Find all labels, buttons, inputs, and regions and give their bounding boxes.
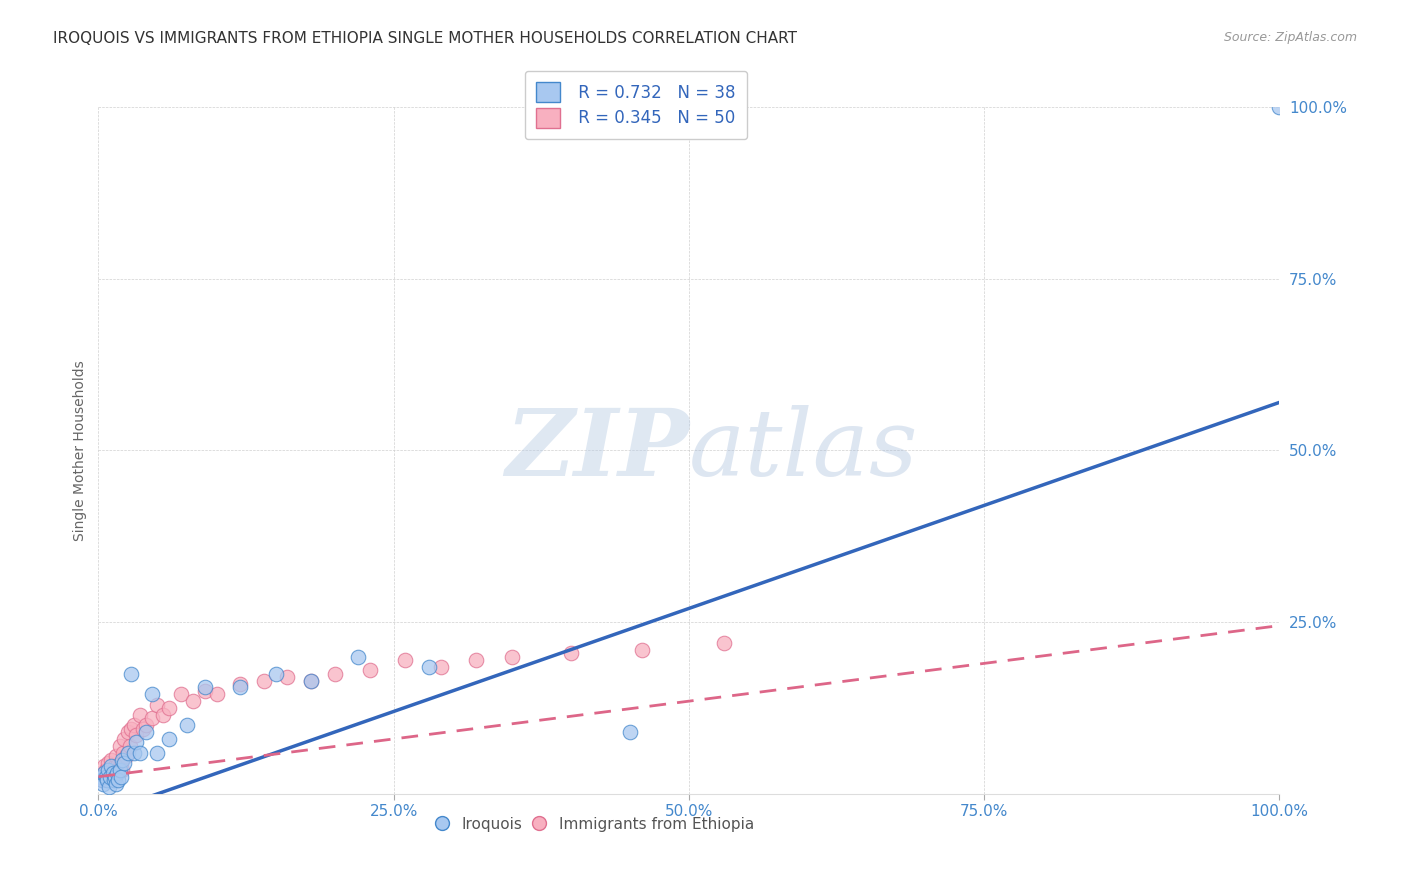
Point [146, 698, 169, 712]
Point [465, 653, 488, 667]
Point [141, 687, 163, 701]
Y-axis label: Single Mother Households: Single Mother Households [73, 360, 87, 541]
Point [276, 670, 298, 684]
Point [107, 773, 129, 788]
Point [91, 770, 114, 784]
Point [104, 759, 127, 773]
Point [152, 707, 174, 722]
Point [125, 729, 148, 743]
Point [105, 776, 128, 790]
Point [170, 687, 193, 701]
Point [229, 677, 252, 691]
Point [108, 739, 131, 753]
Point [264, 666, 287, 681]
Point [93, 766, 115, 780]
Point [110, 756, 132, 770]
Point [430, 660, 453, 674]
Point [125, 735, 148, 749]
Point [91, 773, 114, 788]
Point [105, 766, 128, 780]
Text: Source: ZipAtlas.com: Source: ZipAtlas.com [1223, 31, 1357, 45]
Point [347, 649, 370, 664]
Point [359, 663, 381, 677]
Point [98, 766, 121, 780]
Point [98, 770, 121, 784]
Point [713, 636, 735, 650]
Point [181, 694, 204, 708]
Point [101, 766, 124, 780]
Point [619, 725, 641, 739]
Legend: Iroquois, Immigrants from Ethiopia: Iroquois, Immigrants from Ethiopia [429, 811, 761, 838]
Point [176, 718, 198, 732]
Point [128, 707, 150, 722]
Point [117, 746, 139, 760]
Point [98, 770, 121, 784]
Point [323, 666, 346, 681]
Point [111, 753, 134, 767]
Point [112, 756, 135, 770]
Point [194, 683, 217, 698]
Point [91, 776, 114, 790]
Point [205, 687, 228, 701]
Point [114, 749, 136, 764]
Point [94, 770, 117, 784]
Point [110, 770, 132, 784]
Point [101, 763, 124, 777]
Point [157, 731, 180, 746]
Point [394, 653, 416, 667]
Point [107, 763, 129, 777]
Point [299, 673, 322, 688]
Point [135, 725, 157, 739]
Point [100, 759, 122, 773]
Point [98, 780, 121, 794]
Point [132, 722, 155, 736]
Point [194, 681, 217, 695]
Point [112, 746, 135, 760]
Point [157, 701, 180, 715]
Point [90, 770, 112, 784]
Point [121, 666, 143, 681]
Point [146, 746, 169, 760]
Point [135, 718, 157, 732]
Point [560, 646, 582, 660]
Point [96, 773, 118, 788]
Point [105, 759, 128, 773]
Text: IROQUOIS VS IMMIGRANTS FROM ETHIOPIA SINGLE MOTHER HOUSEHOLDS CORRELATION CHART: IROQUOIS VS IMMIGRANTS FROM ETHIOPIA SIN… [53, 31, 797, 46]
Point [112, 731, 135, 746]
Text: ZIP: ZIP [505, 406, 689, 495]
Point [117, 725, 139, 739]
Point [141, 711, 163, 725]
Point [120, 739, 142, 753]
Point [501, 649, 523, 664]
Point [103, 770, 125, 784]
Point [93, 759, 115, 773]
Point [91, 773, 114, 788]
Point [97, 763, 120, 777]
Point [253, 673, 276, 688]
Point [122, 746, 145, 760]
Point [96, 766, 118, 780]
Point [103, 773, 125, 788]
Point [418, 660, 440, 674]
Point [105, 749, 128, 764]
Point [111, 763, 134, 777]
Point [122, 718, 145, 732]
Point [121, 722, 143, 736]
Point [229, 681, 252, 695]
Point [299, 673, 322, 688]
Text: atlas: atlas [689, 406, 918, 495]
Point [94, 763, 117, 777]
Point [100, 753, 122, 767]
Point [104, 770, 127, 784]
Point [108, 763, 131, 777]
Point [630, 642, 652, 657]
Point [128, 746, 150, 760]
Point [1268, 100, 1291, 114]
Point [97, 756, 120, 770]
